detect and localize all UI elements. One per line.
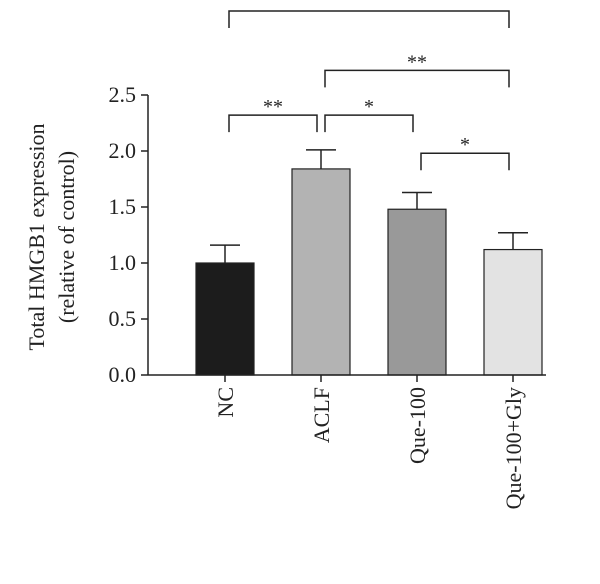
significance-bracket xyxy=(324,114,414,133)
error-bars xyxy=(210,149,528,263)
significance-label: ns xyxy=(358,0,379,5)
y-tick-label: 2.0 xyxy=(109,138,137,163)
bar-aclf xyxy=(291,168,351,376)
y-tick-label: 0.5 xyxy=(109,306,137,331)
significance-brackets: ns****** xyxy=(228,0,510,171)
significance-bracket xyxy=(324,69,510,88)
x-tick-label: NC xyxy=(213,387,238,418)
bar-que-100 xyxy=(387,208,447,376)
bars xyxy=(195,168,543,376)
bar-que-100-gly xyxy=(483,248,543,376)
y-tick-label: 1.0 xyxy=(109,250,137,275)
significance-label: ** xyxy=(263,96,283,118)
y-tick-label: 0.0 xyxy=(109,362,137,387)
bar-nc xyxy=(195,262,255,376)
y-tick-label: 2.5 xyxy=(109,82,137,107)
x-tick-label: ACLF xyxy=(309,387,334,443)
x-axis: NC ACLF Que-100 Que-100+Gly xyxy=(148,374,546,509)
y-axis-title-line1: Total HMGB1 expression xyxy=(24,124,49,351)
significance-label: ** xyxy=(407,51,427,73)
y-tick-label: 1.5 xyxy=(109,194,137,219)
significance-label: * xyxy=(364,96,374,118)
significance-bracket xyxy=(228,10,510,28)
x-tick-label: Que-100 xyxy=(405,387,430,464)
significance-bracket xyxy=(228,114,318,133)
x-tick-label: Que-100+Gly xyxy=(501,387,526,509)
y-axis: 0.0 0.5 1.0 1.5 2.0 2.5 xyxy=(109,82,149,387)
significance-label: * xyxy=(460,134,470,156)
y-axis-title-line2: (relative of control) xyxy=(54,151,79,323)
y-axis-title: Total HMGB1 expression (relative of cont… xyxy=(24,124,79,351)
significance-bracket xyxy=(420,152,510,171)
